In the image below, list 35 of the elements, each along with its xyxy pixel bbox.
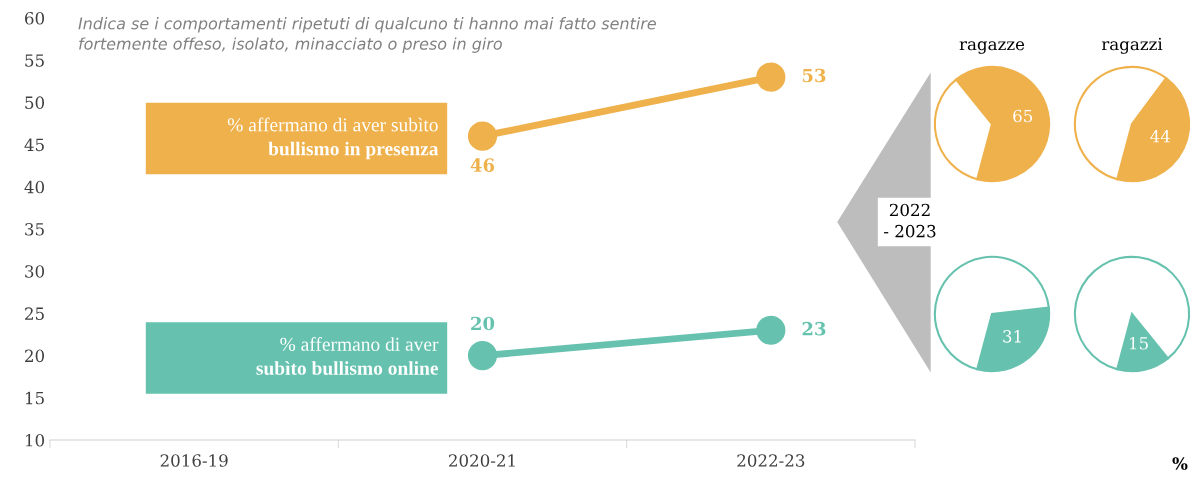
- y-tick-label: 15: [25, 391, 44, 405]
- y-tick-label: 45: [24, 138, 44, 152]
- point: [756, 62, 786, 92]
- y-tick-label: 40: [24, 180, 45, 194]
- chart-title: ragazze: [959, 41, 1025, 54]
- x-tick-label: 2016-19: [160, 454, 228, 467]
- point: [467, 121, 498, 151]
- annotation: 2022 - 2023: [884, 203, 936, 238]
- data-label: 44: [1150, 129, 1171, 143]
- data-label: 53: [802, 68, 826, 83]
- series-label: % affermano di aver subìto bullismo online: [256, 336, 439, 375]
- y-tick-label: 25: [25, 307, 44, 320]
- x-tick-label: 2020-21: [449, 454, 515, 467]
- text: Indica se i comportamenti ripetuti di qualcuno ti hanno mai fatto sentire fortemente offeso, isolato, minacciato o preso in giro: [78, 17, 656, 53]
- point: [756, 315, 786, 345]
- y-tick-label: 30: [25, 265, 45, 278]
- data-label: 65: [1013, 109, 1033, 123]
- pie-slice: [933, 255, 1050, 371]
- chart-title: ragazzi: [1101, 37, 1163, 54]
- data-label: 23: [802, 321, 826, 336]
- y-tick-label: 10: [25, 433, 45, 447]
- text: %: [1172, 457, 1188, 470]
- series-label: % affermano di aver subìto bullismo in presenza: [227, 117, 439, 160]
- data-label: 46: [470, 158, 495, 172]
- y-tick-label: 60: [25, 11, 45, 25]
- x-tick-label: 2022-23: [737, 454, 805, 467]
- data-label: 15: [1129, 336, 1148, 350]
- y-tick-label: 35: [25, 222, 44, 236]
- y-tick-label: 50: [25, 96, 45, 109]
- point: [467, 341, 498, 371]
- data-label: 20: [471, 316, 495, 331]
- y-tick-label: 20: [25, 349, 45, 363]
- pie-slice: [1073, 255, 1191, 371]
- data-label: 31: [1003, 330, 1021, 343]
- y-tick-label: 55: [25, 54, 44, 67]
